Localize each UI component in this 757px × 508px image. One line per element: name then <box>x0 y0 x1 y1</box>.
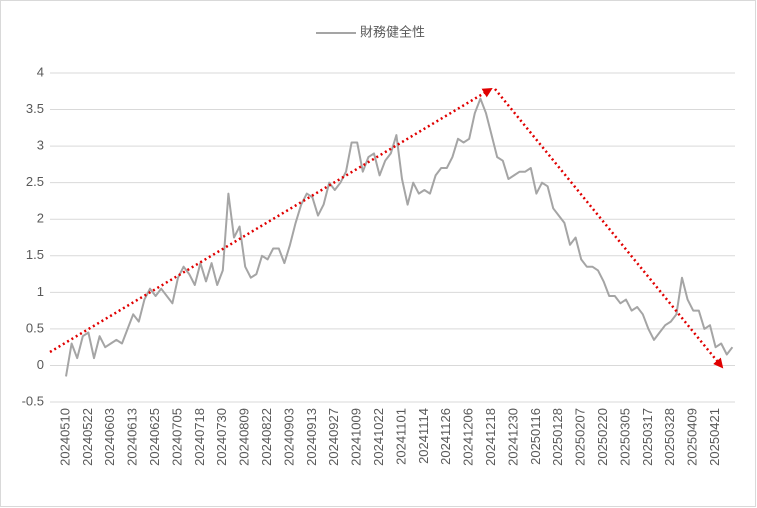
x-tick-label: 20250116 <box>528 408 543 465</box>
x-tick-label: 20250207 <box>573 408 588 466</box>
legend-label: 財務健全性 <box>360 24 425 39</box>
x-tick-label: 20250328 <box>662 408 677 466</box>
x-tick-label: 20240822 <box>259 408 274 466</box>
x-tick-label: 20250220 <box>595 408 610 466</box>
x-tick-label: 20241218 <box>483 408 498 466</box>
x-tick-label: 20240913 <box>304 408 319 466</box>
x-tick-label: 20240718 <box>192 408 207 466</box>
y-tick-label: 2 <box>37 211 44 226</box>
x-tick-label: 20250128 <box>550 408 565 466</box>
x-tick-label: 20240603 <box>102 408 117 466</box>
y-tick-label: -0.5 <box>22 393 44 408</box>
x-tick-label: 20240522 <box>80 408 95 466</box>
x-tick-label: 20250421 <box>707 408 722 466</box>
x-tick-label: 20241009 <box>349 408 364 466</box>
y-tick-label: 0.5 <box>26 320 44 335</box>
x-tick-label: 20241022 <box>371 408 386 466</box>
x-tick-label: 20250317 <box>640 408 655 466</box>
x-tick-label: 20241101 <box>393 408 408 465</box>
x-tick-label: 20241114 <box>416 408 431 464</box>
y-tick-label: 4 <box>37 64 44 79</box>
x-tick-label: 20240927 <box>326 408 341 466</box>
y-tick-label: 3 <box>37 138 44 153</box>
x-tick-label: 20241126 <box>438 408 453 465</box>
y-tick-label: 1 <box>37 284 44 299</box>
x-tick-label: 20240705 <box>169 408 184 466</box>
y-tick-label: 1.5 <box>26 247 44 262</box>
y-tick-label: 2.5 <box>26 174 44 189</box>
x-tick-label: 20240625 <box>147 408 162 466</box>
y-tick-label: 0 <box>37 357 44 372</box>
y-tick-label: 3.5 <box>26 101 44 116</box>
x-tick-label: 20241206 <box>461 408 476 466</box>
x-tick-label: 20240510 <box>57 408 72 466</box>
x-tick-label: 20240730 <box>214 408 229 466</box>
x-tick-label: 20250305 <box>617 408 632 466</box>
x-tick-label: 20241230 <box>505 408 520 466</box>
x-tick-label: 20240903 <box>281 408 296 466</box>
x-tick-label: 20250409 <box>685 408 700 466</box>
x-tick-label: 20240809 <box>237 408 252 466</box>
trend-arrow-up <box>49 87 493 354</box>
data-line <box>65 97 734 377</box>
x-tick-label: 20240613 <box>125 408 140 466</box>
